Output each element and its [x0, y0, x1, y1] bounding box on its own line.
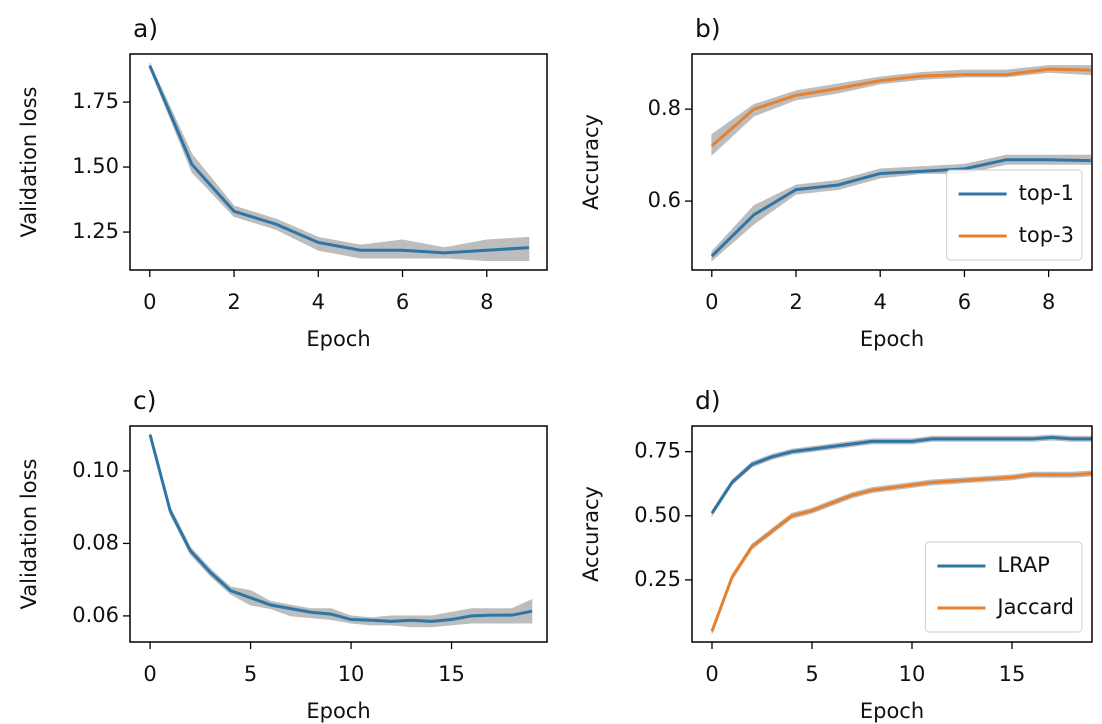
subplot: d) 0 5 10 15 0.25 0.50 0.75 Epoch Accuracy LRAP Jac… — [579, 386, 1093, 723]
x-tick-label: 8 — [1042, 290, 1055, 314]
confidence-band — [711, 103, 755, 157]
axes-frame — [691, 53, 1093, 271]
x-tick-label: 0 — [705, 662, 718, 686]
y-axis-label: Validation loss — [17, 87, 41, 238]
x-tick-label: 0 — [705, 290, 718, 314]
y-axis-label: Accuracy — [579, 114, 603, 210]
legend: LRAP Jaccard — [924, 541, 1083, 633]
x-axis-label: Epoch — [860, 327, 924, 351]
x-tick-label: 8 — [480, 290, 493, 314]
confidence-band — [753, 184, 797, 225]
data-line — [710, 436, 1092, 515]
data-line — [710, 471, 1093, 632]
y-tick-label: 1.50 — [72, 154, 119, 178]
axes-frame — [691, 425, 1093, 643]
legend-label: top-1 — [1019, 181, 1074, 205]
x-tick-label: 15 — [999, 662, 1026, 686]
x-tick-label: 10 — [338, 662, 365, 686]
x-tick-label: 0 — [143, 662, 156, 686]
y-tick-label: 0.6 — [648, 188, 681, 212]
subplot-title: d) — [695, 386, 721, 415]
x-tick-label: 5 — [244, 662, 257, 686]
subplot: c) 0 5 10 15 0.06 0.08 0.10 Epoch Validation loss — [17, 386, 548, 723]
legend-label: Jaccard — [995, 595, 1074, 619]
y-tick-label: 0.75 — [634, 439, 681, 463]
x-tick-label: 0 — [143, 290, 156, 314]
subplot-title: c) — [133, 386, 157, 415]
x-tick-label: 2 — [789, 290, 802, 314]
subplot-title: a) — [133, 14, 158, 43]
confidence-band — [191, 152, 235, 218]
x-tick-label: 6 — [958, 290, 971, 314]
x-tick-label: 5 — [805, 662, 818, 686]
x-axis-label: Epoch — [860, 699, 924, 723]
axes-frame — [129, 425, 548, 643]
subplot-title: b) — [695, 14, 721, 43]
y-tick-label: 0.25 — [634, 567, 681, 591]
legend-label: top-3 — [1019, 223, 1074, 247]
y-tick-label: 1.75 — [72, 89, 119, 113]
axes-frame — [129, 53, 548, 271]
y-tick-label: 0.50 — [634, 503, 681, 527]
subplot: a) 0 2 4 6 8 1.25 1.50 1.75 Epoch Validation loss — [17, 14, 548, 351]
y-tick-label: 0.8 — [648, 96, 681, 120]
x-axis-label: Epoch — [306, 327, 370, 351]
y-tick-label: 1.25 — [72, 219, 119, 243]
data-line — [710, 158, 1091, 258]
x-tick-label: 2 — [227, 290, 240, 314]
y-axis-label: Validation loss — [17, 459, 41, 610]
y-tick-label: 0.10 — [72, 458, 119, 482]
y-tick-label: 0.06 — [72, 603, 119, 627]
x-tick-label: 15 — [438, 662, 465, 686]
y-tick-label: 0.08 — [72, 530, 119, 554]
data-line — [148, 65, 529, 255]
x-axis-label: Epoch — [306, 699, 370, 723]
x-tick-label: 6 — [396, 290, 409, 314]
x-tick-label: 4 — [874, 290, 887, 314]
data-line — [148, 434, 533, 623]
confidence-band — [711, 204, 755, 262]
subplot: b) 0 2 4 6 8 0.6 0.8 Epoch Accuracy top-1 top-3 — [579, 14, 1093, 351]
y-axis-label: Accuracy — [579, 486, 603, 582]
x-tick-label: 4 — [312, 290, 325, 314]
x-tick-label: 10 — [899, 662, 926, 686]
data-line — [710, 67, 1091, 148]
legend-label: LRAP — [997, 553, 1049, 577]
confidence-band — [511, 598, 533, 624]
legend: top-1 top-3 — [946, 169, 1083, 261]
confidence-band — [402, 239, 446, 259]
